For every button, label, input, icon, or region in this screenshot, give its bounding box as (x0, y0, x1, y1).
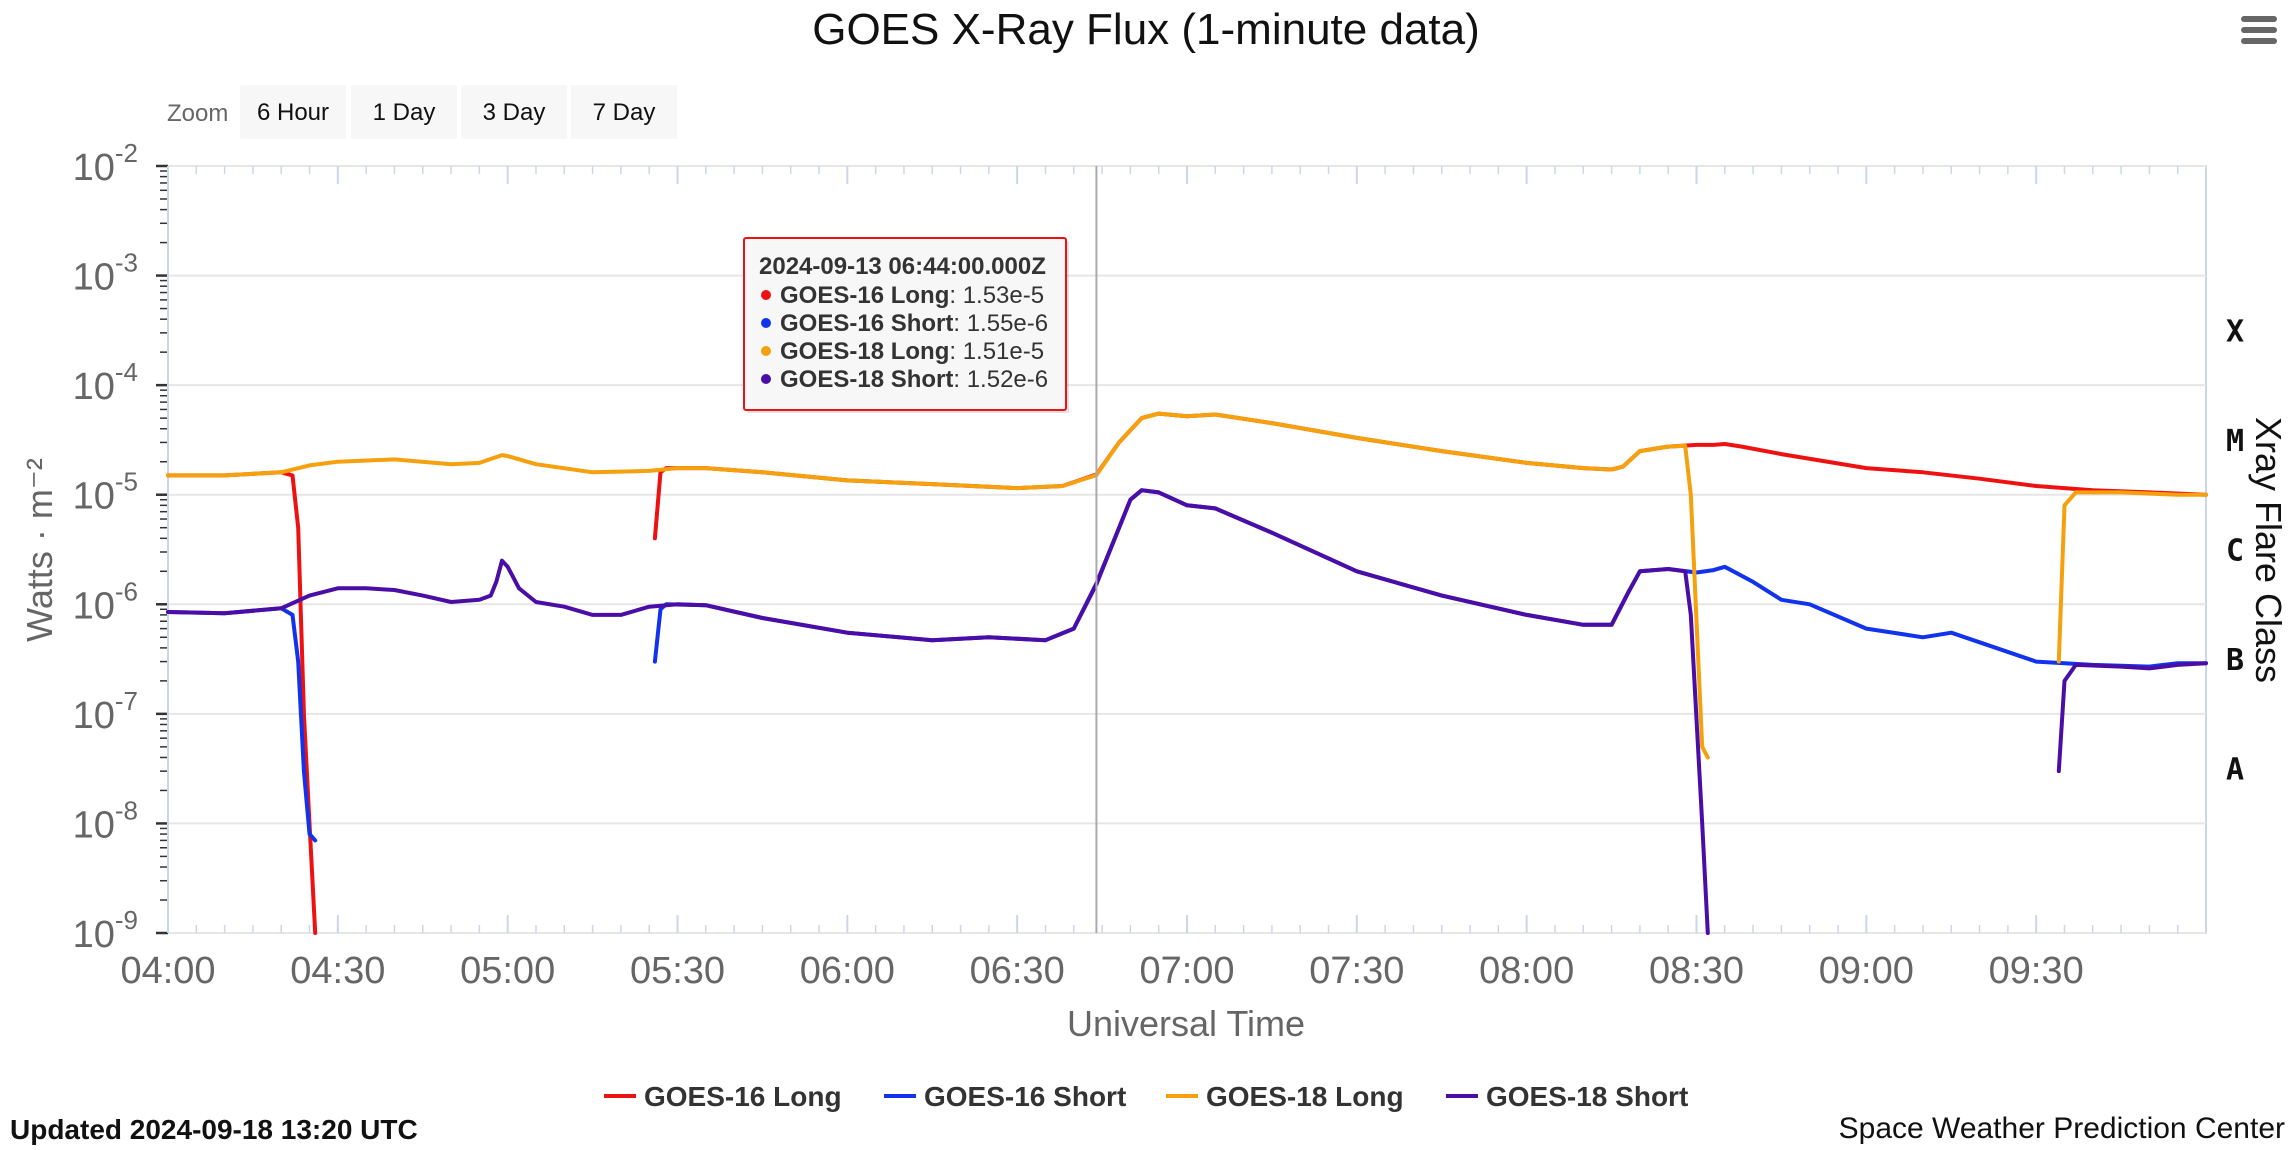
tooltip-row: GOES-16 Long: 1.53e-5 (780, 282, 1044, 309)
legend-item[interactable]: GOES-16 Short (884, 1081, 1126, 1112)
tooltip-row: GOES-16 Short: 1.55e-6 (780, 310, 1048, 337)
y-axis-title: Watts · m⁻² (19, 458, 60, 642)
x-tick-label: 08:00 (1479, 950, 1574, 992)
updated-timestamp: Updated 2024-09-18 13:20 UTC (10, 1114, 418, 1145)
x-tick-label: 09:30 (1989, 950, 2084, 992)
zoom-label: Zoom (167, 100, 228, 127)
zoom-button[interactable]: 7 Day (571, 85, 677, 139)
y-tick-label: 10-8 (73, 795, 138, 846)
tooltip-marker (761, 346, 771, 356)
zoom-button[interactable]: 1 Day (351, 85, 457, 139)
legend-item[interactable]: GOES-16 Long (604, 1081, 842, 1112)
chart-legend: GOES-16 Long GOES-16 Short GOES-18 Long GOE… (604, 1081, 1688, 1112)
plot-background (167, 165, 2207, 934)
x-tick-label: 09:00 (1819, 950, 1914, 992)
tooltip-marker (761, 374, 771, 384)
tooltip-box (743, 237, 1067, 411)
y-tick-label: 10-4 (73, 357, 138, 408)
zoom-button-label: 1 Day (373, 99, 436, 126)
legend-label: GOES-18 Long (1206, 1081, 1404, 1112)
y-tick-label: 10-9 (73, 905, 138, 956)
flare-class-label: M (2226, 424, 2244, 459)
series-line (166, 411, 1710, 760)
x-tick-label: 06:30 (970, 950, 1065, 992)
x-tick-label: 05:00 (460, 950, 555, 992)
flare-class-label: X (2226, 314, 2244, 349)
hamburger-menu-icon[interactable] (2241, 16, 2277, 50)
y-tick-label: 10-2 (73, 138, 138, 189)
plot-area[interactable] (167, 165, 2207, 934)
tooltip-marker (761, 290, 771, 300)
series-line (2056, 661, 2208, 774)
zoom-button[interactable]: 3 Day (461, 85, 567, 139)
x-tick-label: 07:30 (1309, 950, 1404, 992)
legend-label: GOES-18 Short (1486, 1081, 1688, 1112)
flare-class-label: B (2226, 643, 2244, 678)
x-tick-label: 04:00 (120, 950, 215, 992)
zoom-button-label: 3 Day (483, 99, 546, 126)
tooltip-marker (761, 318, 771, 328)
x-tick-label: 06:00 (800, 950, 895, 992)
flare-class-label: A (2226, 753, 2244, 788)
x-tick-label: 05:30 (630, 950, 725, 992)
series-line (166, 488, 1710, 935)
zoom-button-label: 7 Day (593, 99, 656, 126)
tooltip-row: GOES-18 Long: 1.51e-5 (780, 338, 1044, 365)
zoom-controls: Zoom 6 Hour 1 Day 3 Day 7 Day (167, 85, 677, 139)
x-tick-label: 04:30 (290, 950, 385, 992)
tooltip-row: GOES-18 Short: 1.52e-6 (780, 366, 1048, 393)
x-tick-label: 08:30 (1649, 950, 1744, 992)
legend-item[interactable]: GOES-18 Long (1166, 1081, 1404, 1112)
series-line (2056, 490, 2208, 664)
y-tick-label: 10-7 (73, 686, 138, 737)
y-tick-label: 10-6 (73, 576, 138, 627)
legend-label: GOES-16 Long (644, 1081, 842, 1112)
chart-title: GOES X-Ray Flux (1-minute data) (812, 5, 1480, 54)
flare-class-label: C (2226, 534, 2244, 569)
zoom-button-label: 6 Hour (257, 99, 329, 126)
x-axis-title: Universal Time (1067, 1003, 1305, 1044)
zoom-button[interactable]: 6 Hour (240, 85, 346, 139)
x-tick-label: 07:00 (1139, 950, 1234, 992)
y-tick-label: 10-5 (73, 467, 138, 518)
right-axis-title: Xray Flare Class (2248, 417, 2289, 683)
credit-text: Space Weather Prediction Center (1838, 1112, 2285, 1145)
tooltip-header: 2024-09-13 06:44:00.000Z (759, 253, 1046, 280)
legend-label: GOES-16 Short (924, 1081, 1126, 1112)
y-tick-label: 10-3 (73, 248, 138, 299)
legend-item[interactable]: GOES-18 Short (1446, 1081, 1688, 1112)
